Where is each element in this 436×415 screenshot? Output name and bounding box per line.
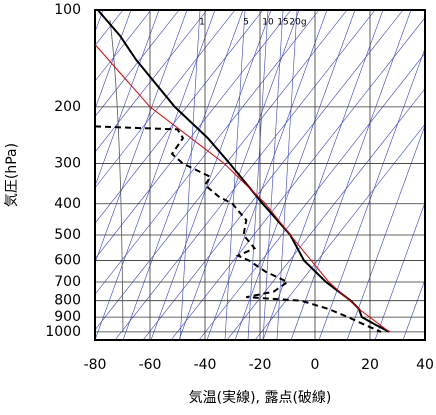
background-line	[198, 52, 425, 340]
y-tick-label: 400	[54, 196, 81, 212]
background-line	[114, 10, 376, 340]
x-tick-label: -40	[194, 357, 217, 373]
x-tick-label: 0	[311, 357, 320, 373]
background-line	[431, 10, 436, 340]
y-tick-label: 900	[54, 309, 81, 325]
background-line	[95, 10, 188, 264]
background-line	[276, 10, 298, 340]
x-tick-label: 40	[416, 357, 434, 373]
series-line	[95, 44, 390, 333]
x-tick-label: -60	[139, 357, 162, 373]
background-line	[179, 10, 201, 340]
x-tick-label: -80	[84, 357, 107, 373]
background-line	[95, 10, 180, 118]
background-line	[374, 201, 425, 340]
background-line	[254, 123, 425, 340]
background-line	[402, 278, 425, 340]
mixing-ratio-label: 1	[199, 18, 205, 28]
background-line	[170, 17, 425, 340]
y-tick-label: 1000	[45, 324, 81, 340]
y-axis-label: 気圧(hPa)	[4, 143, 20, 207]
background-line	[95, 10, 160, 187]
background-line	[95, 10, 320, 295]
background-line	[226, 88, 425, 340]
background-line	[95, 10, 236, 189]
y-tick-label: 100	[54, 2, 81, 18]
series-line	[95, 125, 382, 333]
mixing-ratio-label: 15	[277, 18, 288, 28]
background-line	[224, 10, 246, 340]
x-tick-label: 20	[361, 357, 379, 373]
mixing-ratio-label: 10	[262, 18, 274, 28]
y-tick-label: 200	[54, 99, 81, 115]
y-tick-label: 300	[54, 156, 81, 172]
background-line	[95, 10, 216, 340]
background-line	[150, 10, 272, 340]
background-line	[247, 10, 269, 340]
mixing-ratio-label: 20g	[289, 18, 306, 28]
background-line	[95, 10, 132, 110]
plot-frame	[94, 9, 426, 341]
background-line	[95, 10, 208, 153]
x-tick-label: -20	[249, 357, 272, 373]
background-line	[206, 10, 328, 340]
background-line	[262, 10, 284, 340]
background-line	[290, 10, 412, 340]
y-tick-label: 600	[54, 252, 81, 268]
background-line	[95, 10, 264, 224]
background-line	[346, 124, 425, 340]
background-line	[318, 47, 425, 340]
background-line	[95, 10, 152, 82]
background-lines	[95, 10, 436, 340]
wind-profile	[109, 19, 124, 333]
background-line	[95, 10, 348, 331]
y-tick-label: 800	[54, 293, 81, 309]
y-tick-label: 500	[54, 227, 81, 243]
mixing-ratio-label: 5	[243, 18, 249, 28]
background-line	[234, 10, 356, 340]
y-tick-label: 700	[54, 274, 81, 290]
x-axis-label: 気温(実線), 露点(破線)	[189, 390, 332, 406]
background-line	[122, 10, 244, 340]
background-line	[95, 10, 292, 260]
